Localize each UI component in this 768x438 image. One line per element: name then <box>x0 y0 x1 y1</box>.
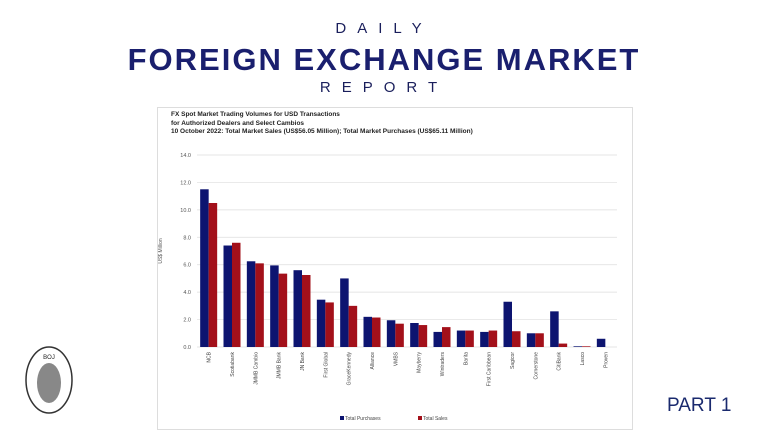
x-tick-label: Proven <box>603 352 609 368</box>
bank-of-jamaica-logo: BOJ <box>25 346 73 414</box>
y-axis-label: US$ Million <box>158 238 164 264</box>
part-label: PART 1 <box>667 395 732 416</box>
bar-sales <box>255 263 264 347</box>
x-tick-label: Scotiabank <box>230 352 236 377</box>
bar-sales <box>232 242 241 347</box>
bar-purchases <box>456 330 466 347</box>
bar-sales <box>302 275 311 347</box>
bar-sales <box>488 330 498 347</box>
bar-sales <box>512 331 521 347</box>
bar-purchases <box>596 338 606 347</box>
y-tick-label: 14.0 <box>180 153 191 159</box>
y-tick-label: 0.0 <box>183 345 191 351</box>
legend-swatch <box>418 416 422 420</box>
bar-purchases <box>340 278 349 347</box>
x-tick-label: Mayberry <box>417 352 423 373</box>
header-daily: DAILY <box>335 20 433 37</box>
x-tick-label: Alliance <box>370 352 376 370</box>
bar-purchases <box>526 333 536 347</box>
bar-sales <box>372 317 381 347</box>
bar-sales <box>395 323 404 347</box>
bar-sales <box>582 346 591 347</box>
chart-title-line: for Authorized Dealers and Select Cambio… <box>171 119 305 127</box>
bar-sales <box>442 327 451 347</box>
x-tick-label: Wintraders <box>440 352 446 377</box>
bar-purchases <box>433 331 442 347</box>
bar-purchases <box>480 331 489 347</box>
y-tick-label: 4.0 <box>183 290 191 296</box>
bar-purchases <box>293 270 302 347</box>
bar-purchases <box>246 261 256 347</box>
chart-title-line: 10 October 2022: Total Market Sales (US$… <box>171 128 473 135</box>
bar-purchases <box>270 265 279 347</box>
bar-purchases <box>550 311 559 347</box>
bar-sales <box>278 273 288 347</box>
svg-text:BOJ: BOJ <box>43 355 55 361</box>
x-tick-label: Barita <box>463 352 469 365</box>
bar-purchases <box>503 301 512 347</box>
x-tick-label: VMBS <box>393 351 399 366</box>
bar-purchases <box>410 323 419 347</box>
x-tick-label: GraceKennedy <box>347 352 353 386</box>
bar-purchases <box>223 245 232 347</box>
legend-label: Total Purchases <box>345 416 381 422</box>
bar-sales <box>418 325 428 347</box>
bar-sales <box>325 302 334 347</box>
x-tick-label: NCB <box>207 351 213 362</box>
header-report: REPORT <box>319 79 449 96</box>
x-tick-label: JMMB Bank <box>277 352 283 379</box>
bar-purchases <box>363 316 372 347</box>
header-title: FOREIGN EXCHANGE MARKET <box>127 42 641 77</box>
y-tick-label: 12.0 <box>180 180 191 186</box>
x-tick-label: Sagicor <box>510 352 516 369</box>
bar-sales <box>465 330 474 347</box>
bar-sales <box>348 305 358 347</box>
y-tick-label: 6.0 <box>183 263 191 269</box>
bar-sales <box>558 343 568 347</box>
bar-sales <box>535 333 544 347</box>
legend-label: Total Sales <box>423 416 448 422</box>
bar-sales <box>208 203 218 347</box>
x-tick-label: JN Bank <box>300 352 306 371</box>
legend-swatch <box>340 416 344 420</box>
x-tick-label: First Global <box>323 352 329 378</box>
chart-title: FX Spot Market Trading Volumes for USD T… <box>171 111 473 137</box>
chart-title-line: FX Spot Market Trading Volumes for USD T… <box>171 111 340 118</box>
bar-purchases <box>316 299 326 347</box>
x-tick-label: Lasco <box>580 352 586 366</box>
y-tick-label: 10.0 <box>180 208 191 214</box>
x-tick-label: JMMB Cambio <box>253 352 259 385</box>
x-tick-label: Cornerstone <box>533 352 539 380</box>
x-tick-label: CitiBank <box>557 352 563 371</box>
x-tick-label: First Caribbean <box>487 352 493 386</box>
bar-purchases <box>573 346 582 347</box>
y-tick-label: 8.0 <box>183 235 191 241</box>
bar-purchases <box>200 189 209 347</box>
y-tick-label: 2.0 <box>183 318 191 324</box>
bar-purchases <box>386 320 396 347</box>
